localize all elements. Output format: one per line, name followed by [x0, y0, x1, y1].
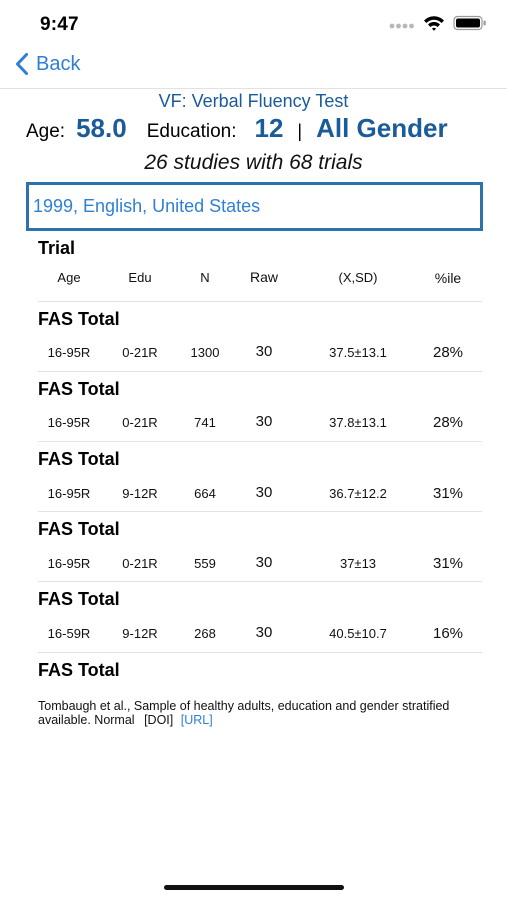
table-row[interactable]: 16-95R 9-12R 664 30 36.7±12.2 31%: [0, 484, 507, 508]
battery-icon: [453, 15, 486, 31]
divider: [38, 511, 482, 512]
divider: [38, 441, 482, 442]
study-selector-value: 1999, English, United States: [33, 196, 261, 216]
cell-xsd: 40.5±10.7: [329, 626, 387, 641]
cell-percentile: 28%: [432, 414, 464, 431]
column-header-percentile: %ile: [434, 270, 462, 286]
cell-n: 741: [194, 415, 216, 430]
divider: [38, 371, 482, 372]
table-row[interactable]: 16-59R 9-12R 268 30 40.5±10.7 16%: [0, 624, 507, 648]
cell-age: 16-59R: [47, 626, 91, 641]
cell-raw: 30: [255, 484, 273, 501]
cell-raw: 30: [255, 413, 273, 430]
column-header-age: Age: [57, 270, 81, 285]
navigation-bar: Back: [0, 46, 507, 89]
cell-percentile: 28%: [432, 344, 464, 361]
parameters-row: Age: 58.0 Education: 12 | All Gender: [26, 113, 507, 147]
age-label: Age:: [26, 121, 66, 142]
cell-xsd: 37±13: [339, 556, 377, 571]
column-header-n: N: [200, 270, 210, 285]
table-row[interactable]: 16-95R 0-21R 1300 30 37.5±13.1 28%: [0, 343, 507, 367]
study-selector[interactable]: 1999, English, United States: [26, 182, 483, 231]
trial-name: FAS Total: [38, 589, 120, 609]
cell-edu: 0-21R: [122, 345, 158, 360]
parameter-separator: |: [297, 121, 303, 141]
trial-heading: Trial: [38, 238, 76, 258]
cell-edu: 9-12R: [122, 626, 158, 641]
cell-percentile: 16%: [432, 625, 464, 642]
education-value[interactable]: 12: [254, 113, 284, 143]
gender-value[interactable]: All Gender: [316, 113, 448, 143]
cell-n: 664: [194, 486, 216, 501]
table-row[interactable]: 16-95R 0-21R 741 30 37.8±13.1 28%: [0, 413, 507, 437]
doi-link[interactable]: [DOI]: [144, 713, 174, 727]
trial-name: FAS Total: [38, 660, 120, 680]
trial-name: FAS Total: [38, 379, 120, 399]
cell-age: 16-95R: [47, 556, 91, 571]
cell-raw: 30: [255, 624, 273, 641]
cell-edu: 9-12R: [122, 486, 158, 501]
studies-summary: 26 studies with 68 trials: [144, 151, 363, 174]
cell-n: 268: [194, 626, 216, 641]
cell-edu: 0-21R: [122, 556, 158, 571]
back-label: Back: [36, 52, 81, 75]
citation-text: Tombaugh et al., Sample of healthy adult…: [38, 699, 450, 727]
cell-xsd: 36.7±12.2: [329, 486, 387, 501]
home-indicator: [164, 885, 344, 890]
trial-name: FAS Total: [38, 309, 120, 329]
cell-age: 16-95R: [47, 486, 91, 501]
trial-name: FAS Total: [38, 449, 120, 469]
cell-raw: 30: [255, 343, 273, 360]
education-label: Education:: [146, 121, 237, 142]
column-header-xsd: (X,SD): [338, 270, 378, 285]
citation: Tombaugh et al., Sample of healthy adult…: [38, 699, 478, 727]
cell-age: 16-95R: [47, 345, 91, 360]
wifi-icon: [424, 16, 444, 31]
divider: [38, 301, 482, 302]
status-time: 9:47: [40, 14, 79, 35]
divider: [38, 652, 482, 653]
cell-age: 16-95R: [47, 415, 91, 430]
table-header-row: Age Edu N Raw (X,SD) %ile: [0, 269, 507, 294]
back-button[interactable]: Back: [14, 52, 80, 76]
column-header-edu: Edu: [128, 270, 152, 285]
cell-xsd: 37.5±13.1: [329, 345, 387, 360]
signal-icon: [389, 23, 414, 29]
cell-xsd: 37.8±13.1: [329, 415, 387, 430]
trial-name: FAS Total: [38, 519, 120, 539]
test-title: VF: Verbal Fluency Test: [158, 91, 349, 111]
chevron-left-icon: [16, 53, 28, 75]
status-icons: [389, 15, 487, 31]
cell-percentile: 31%: [432, 485, 464, 502]
status-bar: 9:47: [0, 0, 507, 46]
cell-edu: 0-21R: [122, 415, 158, 430]
url-link[interactable]: [URL]: [180, 713, 213, 727]
divider: [38, 581, 482, 582]
cell-percentile: 31%: [432, 555, 464, 572]
age-value[interactable]: 58.0: [76, 113, 127, 143]
cell-n: 1300: [190, 345, 220, 360]
cell-raw: 30: [255, 554, 273, 571]
table-row[interactable]: 16-95R 0-21R 559 30 37±13 31%: [0, 554, 507, 578]
cell-n: 559: [194, 556, 216, 571]
column-header-raw: Raw: [249, 269, 278, 285]
